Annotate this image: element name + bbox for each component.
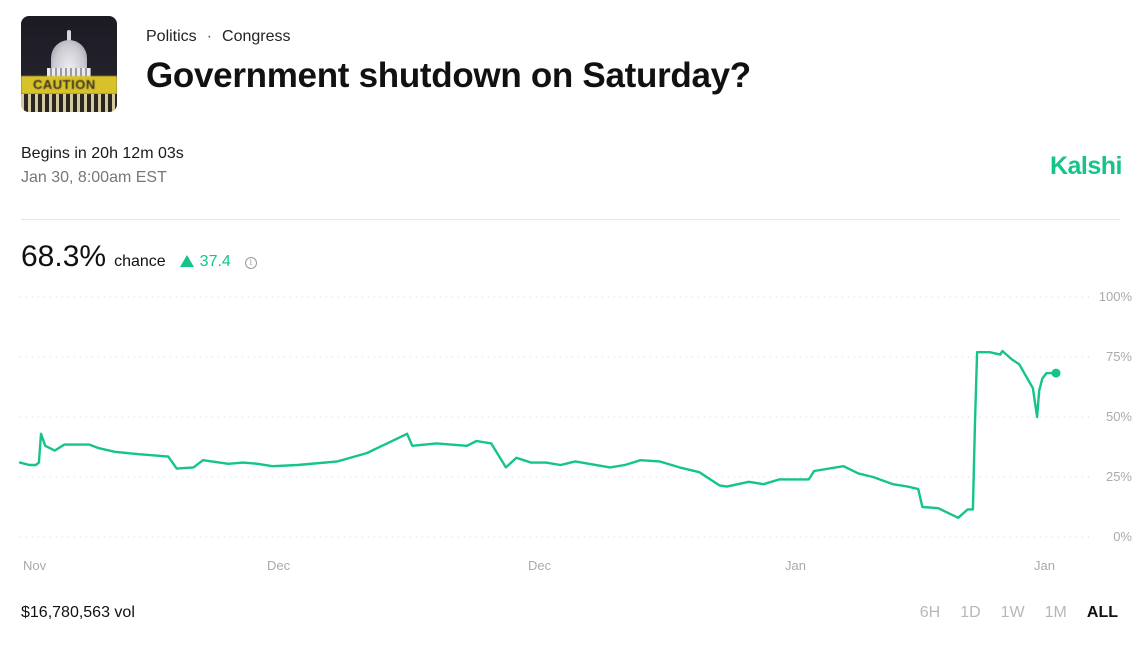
capitol-lights [21,94,117,112]
y-tick-label: 100% [1098,289,1132,304]
caution-tape: CAUTION [21,76,117,94]
range-button-6h[interactable]: 6H [919,604,941,621]
price-line [18,349,1058,519]
x-tick-label: Dec [267,558,291,573]
y-tick-label: 0% [1113,529,1132,544]
capitol-spire [67,30,71,42]
range-button-all[interactable]: ALL [1086,604,1118,621]
countdown-text: Begins in 20h 12m 03s [21,145,184,162]
market-thumbnail: CAUTION [21,16,117,112]
capitol-dome [51,40,87,70]
time-range-selector: 6H 1D 1W 1M ALL [920,604,1118,622]
range-button-1w[interactable]: 1W [1000,604,1025,621]
y-tick-label: 50% [1105,409,1132,424]
y-tick-label: 25% [1105,469,1132,484]
probability-summary: 68.3% chance 37.4 i [21,240,257,274]
x-tick-label: Dec [528,558,552,573]
brand-logo[interactable]: Kalshi [1049,152,1123,180]
price-chart[interactable] [0,280,1140,580]
divider [21,219,1120,220]
page-title: Government shutdown on Saturday? [146,56,751,95]
triangle-up-icon [179,255,194,267]
change-value: 37.4 [199,253,231,270]
x-tick-label: Jan [1034,558,1055,573]
change-indicator: 37.4 [179,253,231,271]
current-point-marker [1051,368,1061,378]
breadcrumb-category[interactable]: Politics [146,28,197,45]
breadcrumb-subcategory[interactable]: Congress [222,28,291,45]
range-button-1m[interactable]: 1M [1044,604,1067,621]
info-icon[interactable]: i [244,256,257,269]
event-date: Jan 30, 8:00am EST [21,169,167,186]
breadcrumb: Politics · Congress [146,28,291,46]
probability-label: chance [114,253,166,270]
x-tick-label: Jan [785,558,806,573]
probability-value: 68.3% [21,240,107,273]
y-tick-label: 75% [1105,349,1132,364]
breadcrumb-separator: · [206,28,213,45]
range-button-1d[interactable]: 1D [960,604,981,621]
volume-text: $16,780,563 vol [21,604,135,621]
capitol-columns [47,68,91,78]
x-tick-label: Nov [23,558,47,573]
